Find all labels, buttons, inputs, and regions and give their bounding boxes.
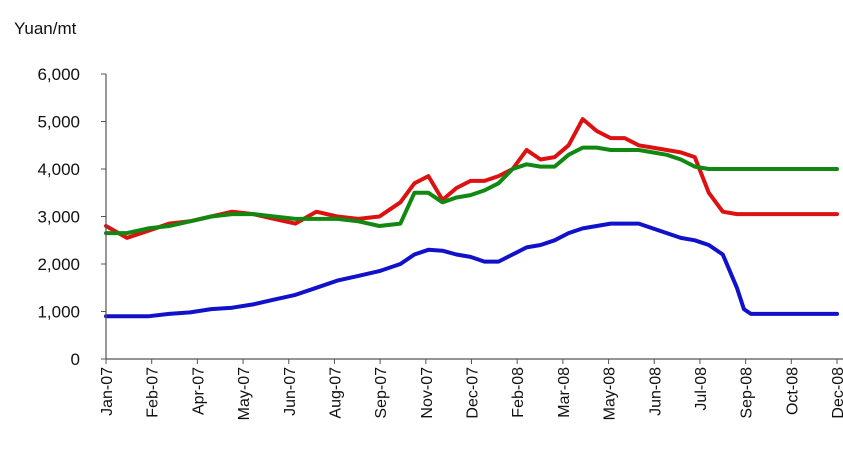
x-tick-label: Jul-08 xyxy=(693,367,710,411)
x-tick-label: Sep-07 xyxy=(373,367,390,419)
y-tick-label: 6,000 xyxy=(37,65,80,84)
x-tick-label: Dec-07 xyxy=(465,367,482,419)
x-tick-label: Jun-07 xyxy=(282,367,299,416)
x-tick-label: Feb-07 xyxy=(145,367,162,418)
y-tick-label: 4,000 xyxy=(37,160,80,179)
x-tick-label: Sep-08 xyxy=(739,367,756,419)
x-tick-label: Dec-08 xyxy=(830,367,843,419)
x-tick-label: Feb-08 xyxy=(510,367,527,418)
y-tick-label: 2,000 xyxy=(37,255,80,274)
series-line-1 xyxy=(104,117,839,240)
y-tick-label: 5,000 xyxy=(37,113,80,132)
y-axis-label: Yuan/mt xyxy=(14,19,77,38)
y-tick-label: 3,000 xyxy=(37,208,80,227)
x-tick-label: Jun-08 xyxy=(647,367,664,416)
x-tick-label: May-07 xyxy=(236,367,253,420)
series-line-2 xyxy=(104,145,839,236)
x-tick-label: Jan-07 xyxy=(99,367,116,416)
x-tick-label: May-08 xyxy=(602,367,619,420)
x-tick-label: Nov-07 xyxy=(419,367,436,419)
x-tick-label: Apr-07 xyxy=(190,367,207,415)
x-tick-label: Aug-07 xyxy=(327,367,344,419)
series-line-3 xyxy=(104,221,839,319)
y-tick-label: 0 xyxy=(71,350,80,369)
x-tick-label: Mar-08 xyxy=(556,367,573,418)
y-tick-label: 1,000 xyxy=(37,303,80,322)
x-tick-label: Oct-08 xyxy=(784,367,801,415)
